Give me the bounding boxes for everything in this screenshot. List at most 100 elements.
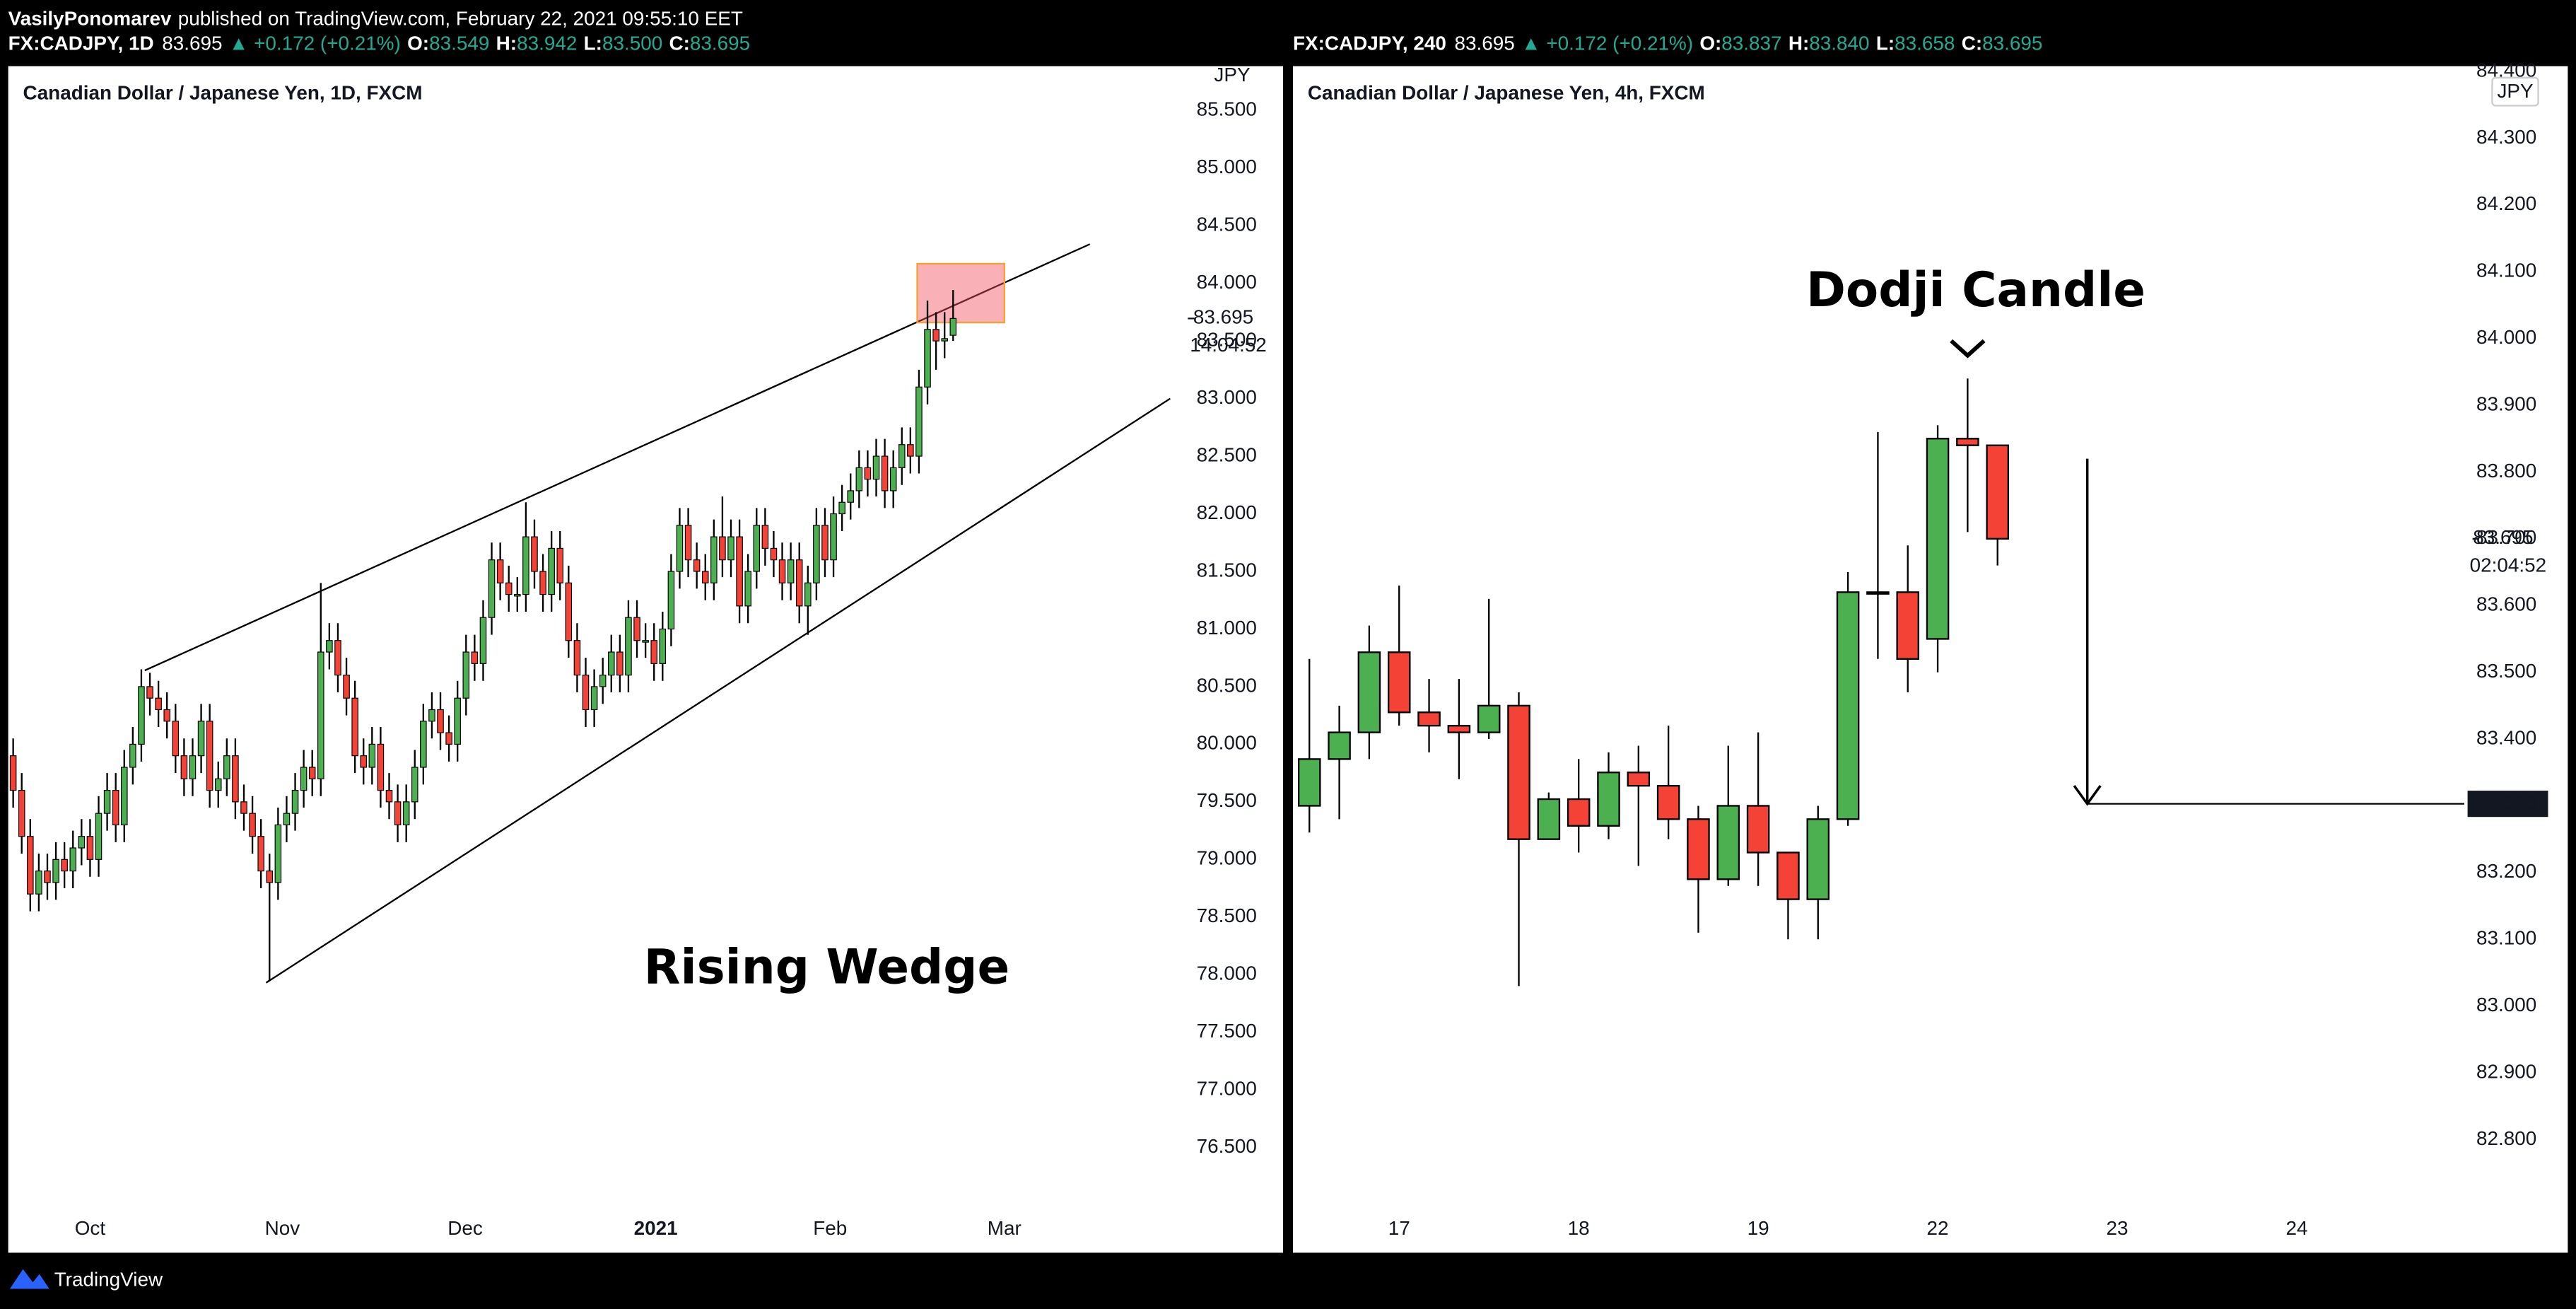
y-tick-label: 83.400 [2476,726,2536,748]
candle-body [924,329,931,388]
y-tick-label: 82.900 [2476,1060,2536,1082]
candle-body [907,444,914,457]
candle-body [1507,704,1530,840]
candle-body [1387,651,1411,714]
candle-body [300,767,308,791]
candle-body [710,536,718,583]
candle-body [1328,731,1351,760]
y-tick-label: 83.100 [2476,927,2536,949]
candle-body [146,686,153,699]
candle-body [719,536,726,561]
last-price: 83.695 [1454,33,1514,54]
y-tick-label: 83.000 [2476,994,2536,1016]
candle-body [368,743,376,768]
candle-body [1716,805,1740,880]
candle-body [479,617,487,664]
candle-body [1926,438,1950,640]
candle-body [1956,438,1979,446]
candle-body [121,767,128,826]
candle-body [1836,591,1860,820]
candle-body [778,559,786,583]
candle-body [1656,784,1680,820]
candle-body [573,640,581,676]
y-unit: JPY [1214,64,1250,86]
candle-body [505,582,513,595]
x-tick-label: 24 [2285,1217,2307,1239]
candle-body [163,709,170,722]
candle-body [86,836,94,860]
candle-body [44,871,51,883]
candle-body [889,467,897,491]
candle-body [787,559,795,583]
candle-body [291,789,299,814]
annotation: Rising Wedge [644,938,1010,994]
candle-body [539,571,546,595]
y-tick-label: 82.500 [1197,443,1257,465]
candle-body [599,675,607,687]
ohlc-value: 83.942 [517,33,577,54]
candle-body [69,847,77,872]
candle-body [915,386,923,457]
candle-body [240,801,247,814]
y-tick-label: 80.000 [1197,732,1257,754]
ohlc-label: H: [1788,33,1809,54]
candle-body [855,467,863,491]
footer-brand: TradingView [54,1268,163,1290]
candle-body [701,571,709,583]
candle-body [334,640,341,676]
x-tick-label: Nov [265,1217,300,1239]
candle-body [112,789,119,826]
candle-body [1417,711,1441,727]
y-tick-label: 84.000 [1197,271,1257,293]
candle-body [266,871,274,883]
candle-body [402,801,410,826]
x-tick-label: Mar [988,1217,1021,1239]
candle-body [847,490,855,503]
y-tick-label: 79.000 [1197,847,1257,869]
candle-body [437,709,444,733]
published: published on TradingView.com, February 2… [178,8,743,30]
candle-body [189,755,197,779]
candle-body [129,743,136,768]
candle-body [343,675,350,699]
candle-body [872,455,880,480]
y-tick-label: 84.500 [1197,214,1257,235]
ohlc-label: C: [1962,33,1982,54]
x-tick-label: 2021 [634,1217,678,1239]
candle-body [1357,651,1381,733]
x-tick-label: Oct [75,1217,106,1239]
ohlc-label: L: [584,33,602,54]
y-tick-label: 85.000 [1197,156,1257,178]
chart-panel [8,66,1284,1253]
y-tick-label: 77.500 [1197,1020,1257,1042]
y-tick-label: 83.000 [1197,386,1257,408]
symbol: FX:CADJPY, 240 [1293,33,1446,54]
candle-body [1567,798,1591,827]
y-tick-label: 84.200 [2476,192,2536,214]
symbol-line: FX:CADJPY, 1D 83.695 ▲ +0.172 (+0.21%) O:83… [8,33,751,54]
candle-body [326,640,333,653]
candle-body [103,789,111,814]
ohlc-value: 83.500 [602,33,662,54]
candle-body [488,559,496,618]
candle-body [932,329,939,342]
y-tick-label: 85.500 [1197,98,1257,120]
candle-body [1447,725,1471,733]
candle-body [249,813,256,837]
candle-body [52,859,59,883]
ohlc-value: 83.837 [1721,33,1781,54]
candle-body [35,871,42,895]
candle-body [838,501,845,515]
candle-body [155,697,162,711]
candle-body [633,617,640,641]
ohlc-value: 83.840 [1809,33,1869,54]
candle-body [496,559,504,583]
change: ▲ +0.172 (+0.21%) [229,33,401,54]
candle-body [556,547,564,583]
y-tick-label: 81.000 [1197,617,1257,639]
ohlc-label: H: [496,33,517,54]
y-tick-label: 82.000 [1197,501,1257,523]
y-tick-label: 78.000 [1197,962,1257,984]
y-tick-label: 83.700 [2476,526,2536,548]
candle-body [317,651,324,779]
